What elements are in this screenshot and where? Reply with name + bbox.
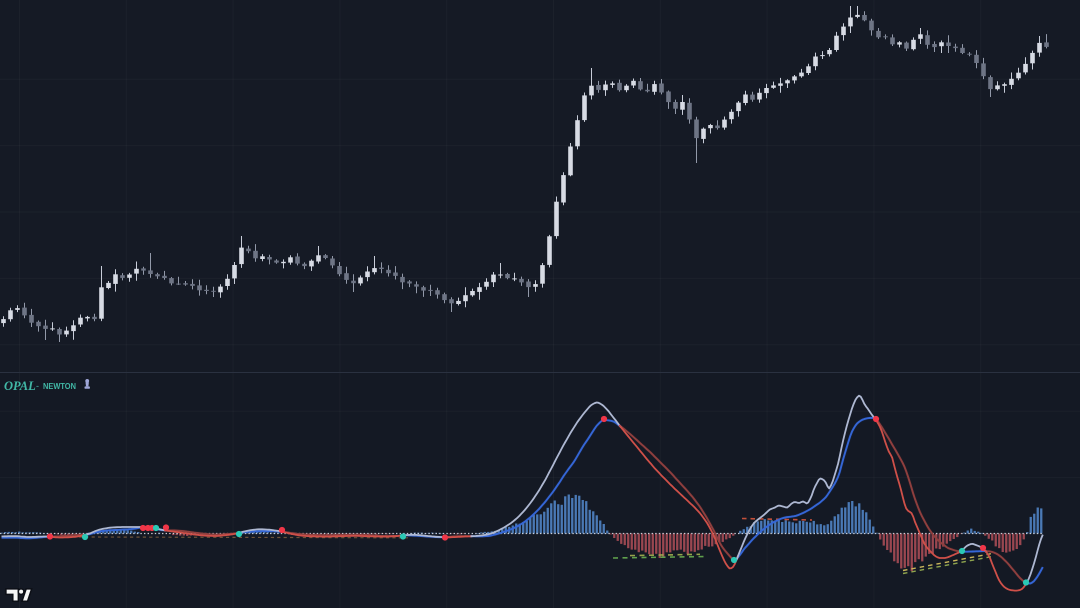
svg-text:OPAL: OPAL <box>4 379 36 393</box>
svg-text:NEWTON: NEWTON <box>43 381 76 391</box>
svg-text:-: - <box>36 381 39 391</box>
